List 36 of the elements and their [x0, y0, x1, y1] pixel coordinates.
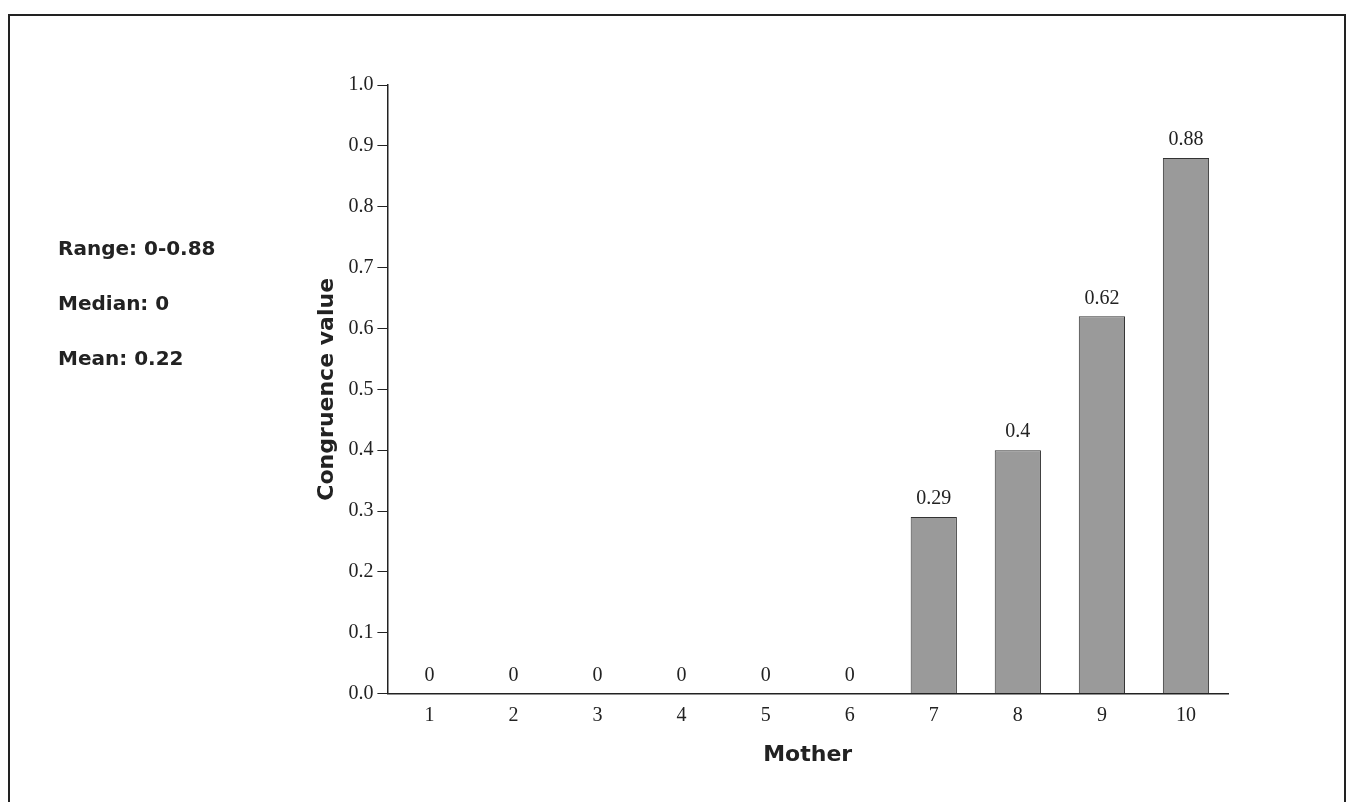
text: Median: 0 [58, 291, 171, 315]
y-tick-label: 0.2 [348, 559, 374, 582]
x-tick-label: 10 [1175, 702, 1196, 725]
x-tick-label: 2 [508, 702, 519, 725]
y-tick-label: 0.5 [348, 376, 374, 399]
data-label: 0 [424, 662, 435, 685]
data-label: 0.4 [1005, 419, 1031, 442]
x-tick-label: 4 [676, 702, 687, 725]
y-tick-label: 0.7 [348, 254, 374, 277]
y-tick-label: 0.6 [348, 315, 374, 338]
data-label: 0 [760, 662, 771, 685]
y-tick-label: 0.0 [348, 680, 374, 703]
data-label: 0.29 [916, 486, 952, 509]
y-tick-label: 0.3 [348, 498, 374, 521]
x-tick-label: 9 [1096, 702, 1107, 725]
y-tick-label: 0.9 [348, 133, 374, 156]
y-tick-label: 0.1 [348, 619, 374, 642]
x-tick-label: 3 [592, 702, 603, 725]
text: Range: 0-0.88 [58, 236, 216, 260]
x-tick-label: 6 [844, 702, 855, 725]
x-tick-label: 5 [760, 702, 771, 725]
y-tick-label: 0.8 [348, 193, 374, 216]
data-label: 0 [508, 662, 519, 685]
y-tick-label: 1.0 [348, 72, 374, 95]
y-axis-title: Congruence value [312, 277, 338, 501]
x-axis-title: Mother [763, 740, 853, 766]
data-label: 0 [676, 662, 687, 685]
x-tick-label: 8 [1012, 702, 1023, 725]
data-label: 0.62 [1084, 285, 1120, 308]
data-label: 0 [592, 662, 603, 685]
text: Mean: 0.22 [58, 346, 185, 370]
x-tick-label: 1 [424, 702, 435, 725]
y-tick-label: 0.4 [348, 437, 374, 460]
x-tick-label: 7 [928, 702, 939, 725]
data-label: 0.88 [1168, 127, 1204, 150]
data-label: 0 [844, 662, 855, 685]
